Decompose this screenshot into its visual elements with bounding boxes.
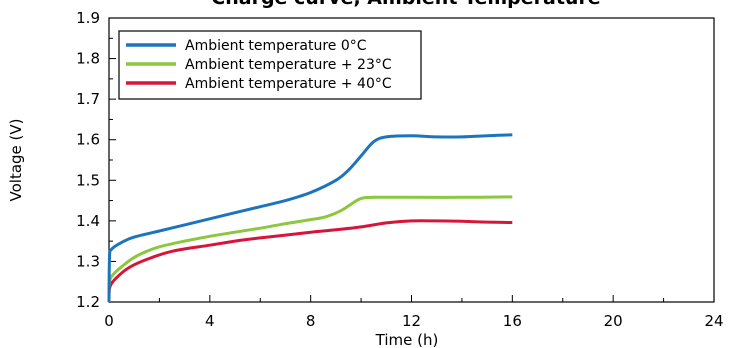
legend-entry-label: Ambient temperature + 23°C <box>185 57 392 73</box>
series-layer <box>107 133 513 303</box>
y-axis-title: Voltage (V) <box>7 119 25 202</box>
x-tick-label: 0 <box>104 312 114 330</box>
y-tick-label: 1.5 <box>76 171 100 189</box>
y-tick-label: 1.6 <box>76 131 100 149</box>
series-line-40c <box>107 219 513 295</box>
chart-title: Charge curve, Ambient Temperature <box>211 0 600 9</box>
legend-entry-label: Ambient temperature + 40°C <box>185 76 392 92</box>
legend: Ambient temperature 0°C Ambient temperatu… <box>118 30 422 100</box>
y-tick-label: 1.2 <box>76 293 100 311</box>
x-tick-label: 16 <box>503 312 522 330</box>
x-tick-label: 4 <box>205 312 215 330</box>
y-tick-label: 1.4 <box>76 212 100 230</box>
x-axis-title: Time (h) <box>375 331 439 348</box>
series-line-23c <box>107 195 513 303</box>
y-tick-label: 1.8 <box>76 50 100 68</box>
y-tick-label: 1.3 <box>76 252 100 270</box>
axis-ticks: 1.2 1.3 1.4 1.5 1.6 1.7 1.8 1.9 0 4 8 12 16 20 24 <box>76 9 723 330</box>
x-tick-label: 12 <box>402 312 421 330</box>
x-tick-label: 20 <box>604 312 623 330</box>
y-tick-label: 1.9 <box>76 9 100 27</box>
y-tick-label: 1.7 <box>76 90 100 108</box>
series-line-0c <box>107 133 513 303</box>
x-tick-label: 24 <box>704 312 723 330</box>
x-tick-label: 8 <box>306 312 316 330</box>
legend-entry-label: Ambient temperature 0°C <box>185 38 367 54</box>
